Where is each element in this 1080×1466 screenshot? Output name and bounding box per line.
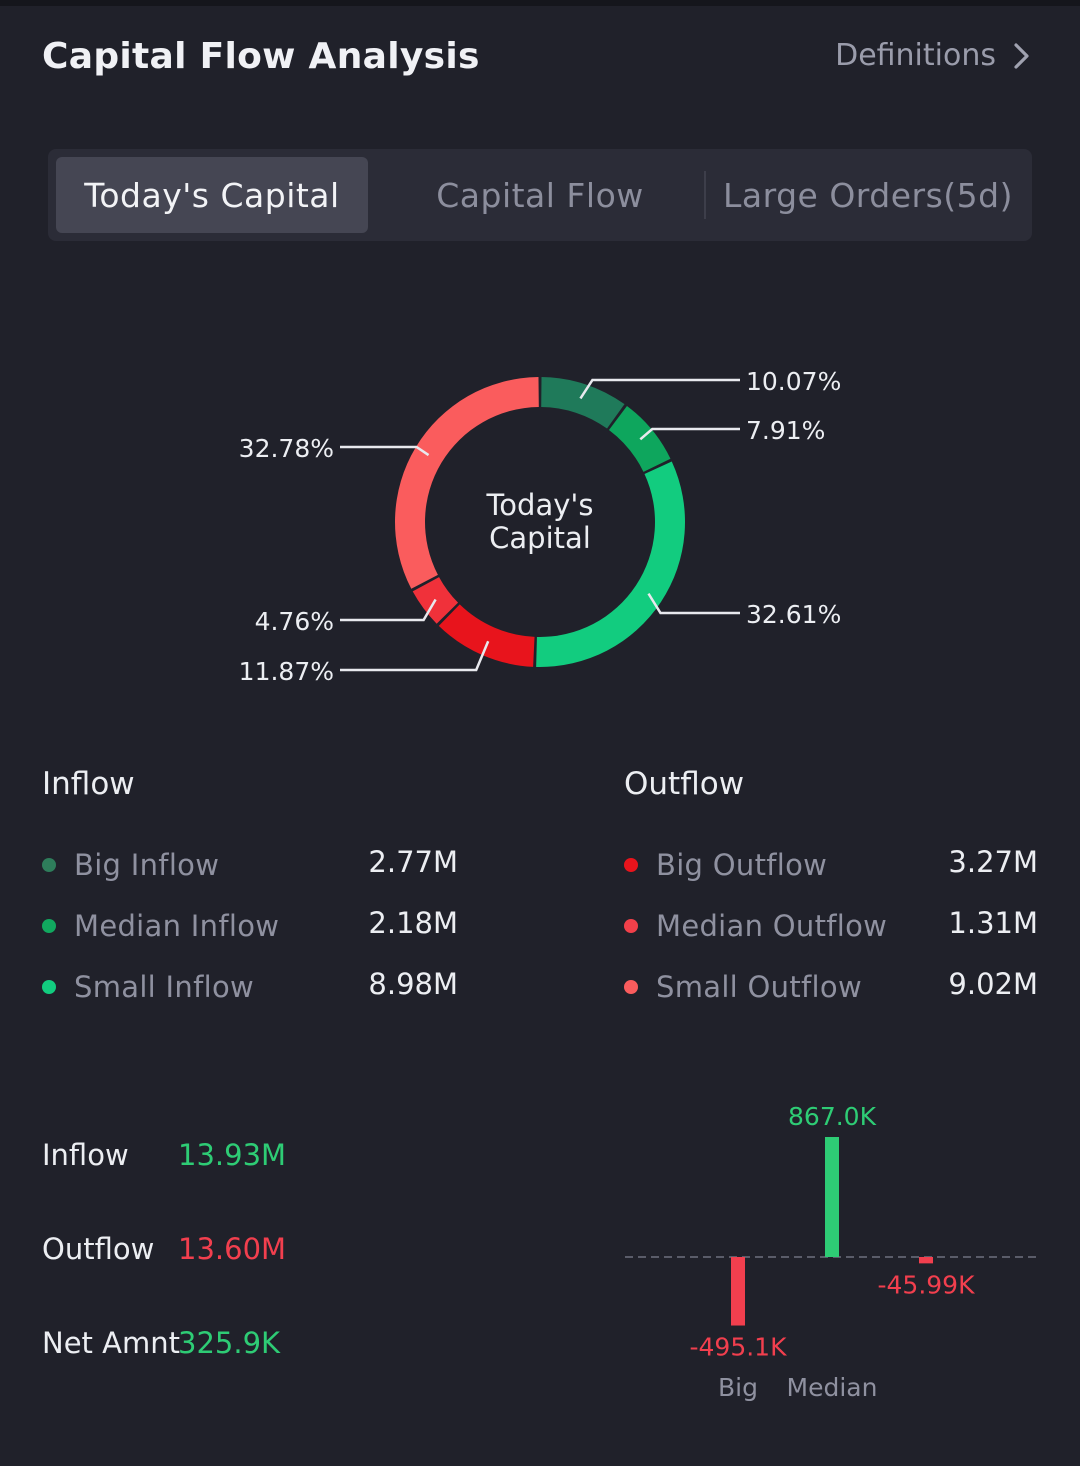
tab-capital-flow[interactable]: Capital Flow — [436, 175, 644, 215]
median-inflow-value: 2.18M — [368, 906, 458, 940]
big-outflow-dot — [624, 858, 638, 872]
big-outflow-value: 3.27M — [948, 845, 1038, 879]
donut-slice-small-inflow — [536, 461, 685, 667]
donut-slice-median-inflow — [608, 405, 671, 472]
donut-leader-line — [340, 445, 430, 457]
tab-large-orders[interactable]: Large Orders(5d) — [723, 175, 1013, 215]
donut-label: 11.87% — [239, 657, 334, 686]
donut-leader-line — [340, 598, 437, 622]
donut-label: 7.91% — [746, 416, 825, 445]
tab-bar: Today's Capital Capital Flow Large Order… — [48, 149, 1032, 241]
summary-net-label: Net Amnt — [42, 1326, 180, 1360]
donut-leader-line — [647, 592, 740, 615]
legend-small-outflow: Small Outflow — [624, 967, 862, 1007]
donut-label: 32.61% — [746, 600, 841, 629]
bar-small — [919, 1257, 933, 1264]
small-outflow-dot — [624, 980, 638, 994]
inflow-heading: Inflow — [42, 766, 135, 802]
summary-outflow-label: Outflow — [42, 1232, 155, 1266]
bar-value-label: 867.0K — [788, 1102, 877, 1131]
definitions-label: Definitions — [835, 38, 996, 73]
legend-small-inflow: Small Inflow — [42, 967, 254, 1007]
donut-leader-line — [340, 640, 490, 672]
capital-flow-card — [0, 6, 1080, 1466]
big-inflow-value: 2.77M — [368, 845, 458, 879]
summary-inflow-label: Inflow — [42, 1138, 129, 1172]
chevron-right-icon — [1014, 42, 1029, 69]
capital-donut-chart: 10.07% 7.91% 32.61% 11.87% 4.76% 32.78% Today… — [239, 367, 842, 686]
big-outflow-label: Big Outflow — [656, 848, 828, 882]
median-outflow-label: Median Outflow — [656, 909, 888, 943]
median-inflow-label: Median Inflow — [74, 909, 280, 943]
donut-label: 4.76% — [255, 607, 334, 636]
bar-value-label: -45.99K — [878, 1270, 976, 1299]
bar-category-label: Median — [787, 1373, 878, 1402]
median-inflow-dot — [42, 919, 56, 933]
summary-net-value: 325.9K — [178, 1326, 281, 1360]
donut-leader-line — [579, 378, 740, 400]
small-outflow-label: Small Outflow — [656, 970, 862, 1004]
donut-center-line-1: Today's — [486, 488, 594, 522]
big-inflow-label: Big Inflow — [74, 848, 220, 882]
small-inflow-dot — [42, 980, 56, 994]
small-inflow-value: 8.98M — [368, 967, 458, 1001]
donut-slice-big-outflow — [438, 604, 535, 667]
bar-big — [731, 1257, 745, 1326]
donut-slice-small-outflow — [394, 377, 539, 589]
net-flow-bar-chart: -495.1K 867.0K -45.99K Big Median — [625, 1102, 1040, 1402]
definitions-link[interactable]: Definitions — [835, 38, 1034, 73]
legend-big-inflow: Big Inflow — [42, 845, 219, 885]
donut-label: 10.07% — [746, 367, 841, 396]
donut-leader-line — [639, 427, 740, 441]
legend-median-inflow: Median Inflow — [42, 906, 279, 946]
tab-divider — [704, 171, 706, 219]
donut-center-line-2: Capital — [489, 521, 591, 555]
legend-big-outflow: Big Outflow — [624, 845, 827, 885]
small-inflow-label: Small Inflow — [74, 970, 255, 1004]
bar-value-label: -495.1K — [690, 1333, 788, 1362]
tab-todays-capital[interactable]: Today's Capital — [56, 157, 368, 233]
summary-inflow-value: 13.93M — [178, 1138, 287, 1172]
summary-outflow-value: 13.60M — [178, 1232, 287, 1266]
page-title: Capital Flow Analysis — [42, 36, 480, 77]
bar-category-label: Big — [718, 1373, 758, 1402]
outflow-heading: Outflow — [624, 766, 745, 802]
donut-slice-big-inflow — [541, 377, 625, 429]
donut-label: 32.78% — [239, 434, 334, 463]
small-outflow-value: 9.02M — [948, 967, 1038, 1001]
bar-median — [825, 1137, 839, 1257]
median-outflow-value: 1.31M — [948, 906, 1038, 940]
legend-median-outflow: Median Outflow — [624, 906, 887, 946]
median-outflow-dot — [624, 919, 638, 933]
big-inflow-dot — [42, 858, 56, 872]
